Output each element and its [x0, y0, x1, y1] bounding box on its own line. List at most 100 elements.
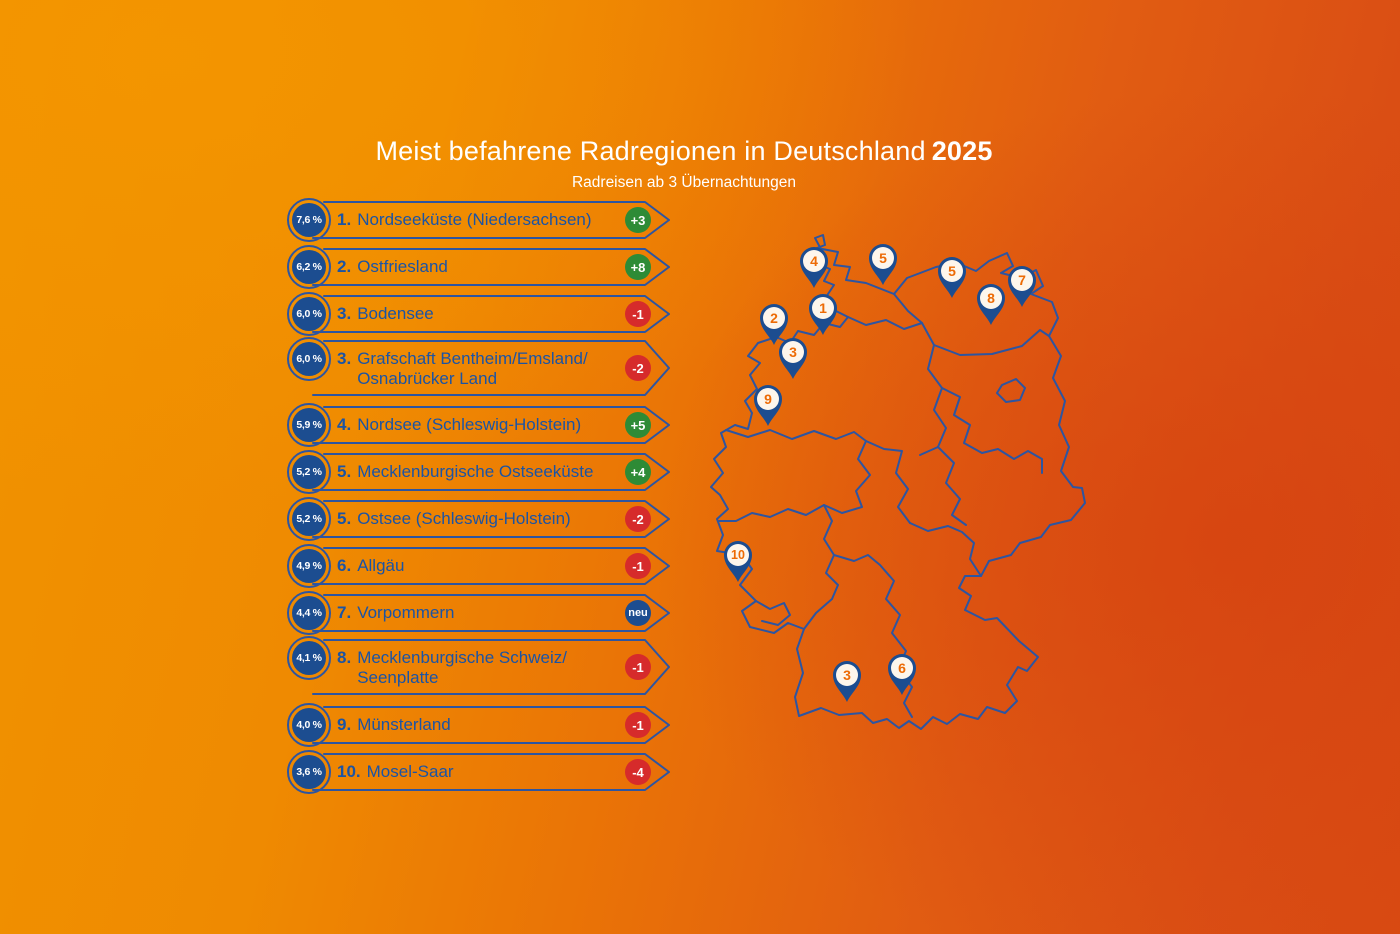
border-thueringen-sachsen	[937, 446, 967, 526]
germany-map: 4 5 5 7 8	[690, 225, 1110, 775]
map-pin: 5	[937, 256, 967, 300]
region-rank: 10.	[337, 762, 361, 781]
region-name: Münsterland	[357, 715, 451, 735]
percentage-ring: 5,2 %	[287, 450, 331, 494]
location-pin-icon: 6	[888, 654, 916, 695]
percentage-ring: 7,6 %	[287, 198, 331, 242]
region-rank: 3.	[337, 349, 352, 368]
percentage-badge: 4,1 %	[292, 641, 326, 675]
percentage-ring: 4,1 %	[287, 636, 331, 680]
percentage-ring: 4,9 %	[287, 544, 331, 588]
region-name-line: Ostfriesland	[357, 257, 448, 276]
location-pin-icon: 8	[977, 284, 1005, 325]
percentage-ring: 5,2 %	[287, 497, 331, 541]
percentage-value: 4,9 %	[296, 560, 322, 572]
region-name-line: Münsterland	[357, 715, 451, 734]
location-pin-icon: 4	[800, 247, 828, 288]
banner-arrow-outline	[312, 340, 670, 396]
svg-text:4: 4	[810, 253, 818, 269]
svg-text:6: 6	[898, 660, 906, 676]
map-pin: 7	[1007, 265, 1037, 309]
region-name-line: Bodensee	[357, 304, 434, 323]
border-rheinlandpfalz	[803, 504, 839, 630]
banner-arrow-outline	[312, 594, 670, 632]
location-pin-icon: 3	[779, 338, 807, 379]
map-pin: 9	[753, 384, 783, 428]
change-badge: -1	[625, 712, 651, 738]
region-rank: 9.	[337, 715, 352, 734]
page-title: Meist befahrene Radregionen in Deutschla…	[0, 136, 1368, 167]
region-name: Mosel-Saar	[367, 762, 454, 782]
banner-arrow-outline	[312, 639, 670, 695]
germany-outline	[710, 234, 1086, 730]
region-name: Ostfriesland	[357, 257, 448, 277]
svg-text:3: 3	[789, 344, 797, 360]
svg-text:10: 10	[731, 548, 745, 562]
region-name-line: Osnabrücker Land	[357, 368, 498, 388]
svg-text:8: 8	[987, 290, 995, 306]
percentage-badge: 5,2 %	[292, 455, 326, 489]
percentage-ring: 6,2 %	[287, 245, 331, 289]
banner-arrow-outline	[312, 201, 670, 239]
region-name-line: Ostsee (Schleswig-Holstein)	[357, 509, 571, 528]
percentage-value: 6,2 %	[296, 261, 322, 273]
region-label: 5. Mecklenburgische Ostseeküste	[337, 462, 593, 482]
percentage-value: 4,0 %	[296, 719, 322, 731]
region-rank: 3.	[337, 304, 352, 323]
region-name: Mecklenburgische Schweiz/Seenplatte	[357, 648, 567, 687]
header: Meist befahrene Radregionen in Deutschla…	[0, 136, 1368, 192]
map-pin: 6	[887, 653, 917, 697]
region-rank: 8.	[337, 648, 352, 667]
ranking-row: 5,2 % 5. Mecklenburgische Ostseeküste +4	[287, 450, 671, 494]
percentage-badge: 5,9 %	[292, 408, 326, 442]
map-pin: 3	[778, 337, 808, 381]
map-pin: 5	[868, 243, 898, 287]
banner-arrow-outline	[312, 547, 670, 585]
percentage-ring: 5,9 %	[287, 403, 331, 447]
ranking-row: 7,6 % 1. Nordseeküste (Niedersachsen) +3	[287, 198, 671, 242]
map-pin: 4	[799, 246, 829, 290]
svg-text:5: 5	[948, 263, 956, 279]
ranking-row: 6,2 % 2. Ostfriesland +8	[287, 245, 671, 289]
border-bw-bayern	[833, 554, 913, 718]
percentage-value: 4,4 %	[296, 607, 322, 619]
page-subtitle: Radreisen ab 3 Übernachtungen	[571, 174, 797, 191]
percentage-value: 5,9 %	[296, 419, 322, 431]
ranking-row: 4,0 % 9. Münsterland -1	[287, 703, 671, 747]
region-label: 7. Vorpommern	[337, 603, 455, 623]
change-badge: -4	[625, 759, 651, 785]
svg-text:3: 3	[843, 667, 851, 683]
percentage-value: 7,6 %	[296, 214, 322, 226]
ranking-row: 4,1 % 8. Mecklenburgische Schweiz/Seenpl…	[287, 636, 671, 696]
percentage-value: 5,2 %	[296, 513, 322, 525]
region-label: 2. Ostfriesland	[337, 257, 448, 277]
banner-arrow-outline	[312, 706, 670, 744]
percentage-value: 5,2 %	[296, 466, 322, 478]
region-label: 10. Mosel-Saar	[337, 762, 454, 782]
region-name: Allgäu	[357, 556, 404, 576]
percentage-badge: 4,9 %	[292, 549, 326, 583]
percentage-ring: 4,0 %	[287, 703, 331, 747]
percentage-value: 3,6 %	[296, 766, 322, 778]
region-name-line: Nordseeküste (Niedersachsen)	[357, 210, 592, 229]
border-schleswig-holstein	[847, 316, 923, 330]
border-hessen-thueringen	[865, 440, 911, 524]
percentage-ring: 3,6 %	[287, 750, 331, 794]
region-rank: 6.	[337, 556, 352, 575]
map-pin: 10	[723, 540, 753, 584]
percentage-badge: 6,0 %	[292, 342, 326, 376]
change-badge: +4	[625, 459, 651, 485]
banner-arrow-outline	[312, 406, 670, 444]
percentage-ring: 6,0 %	[287, 337, 331, 381]
ranking-row: 6,0 % 3. Grafschaft Bentheim/Emsland/Osn…	[287, 337, 671, 397]
svg-text:9: 9	[764, 391, 772, 407]
title-text: Meist befahrene Radregionen in Deutschla…	[375, 136, 926, 166]
region-rank: 2.	[337, 257, 352, 276]
location-pin-icon: 2	[760, 304, 788, 345]
ranking-row: 6,0 % 3. Bodensee -1	[287, 292, 671, 336]
region-name: Nordseeküste (Niedersachsen)	[357, 210, 591, 230]
region-rank: 7.	[337, 603, 352, 622]
percentage-ring: 6,0 %	[287, 292, 331, 336]
map-pin: 2	[759, 303, 789, 347]
